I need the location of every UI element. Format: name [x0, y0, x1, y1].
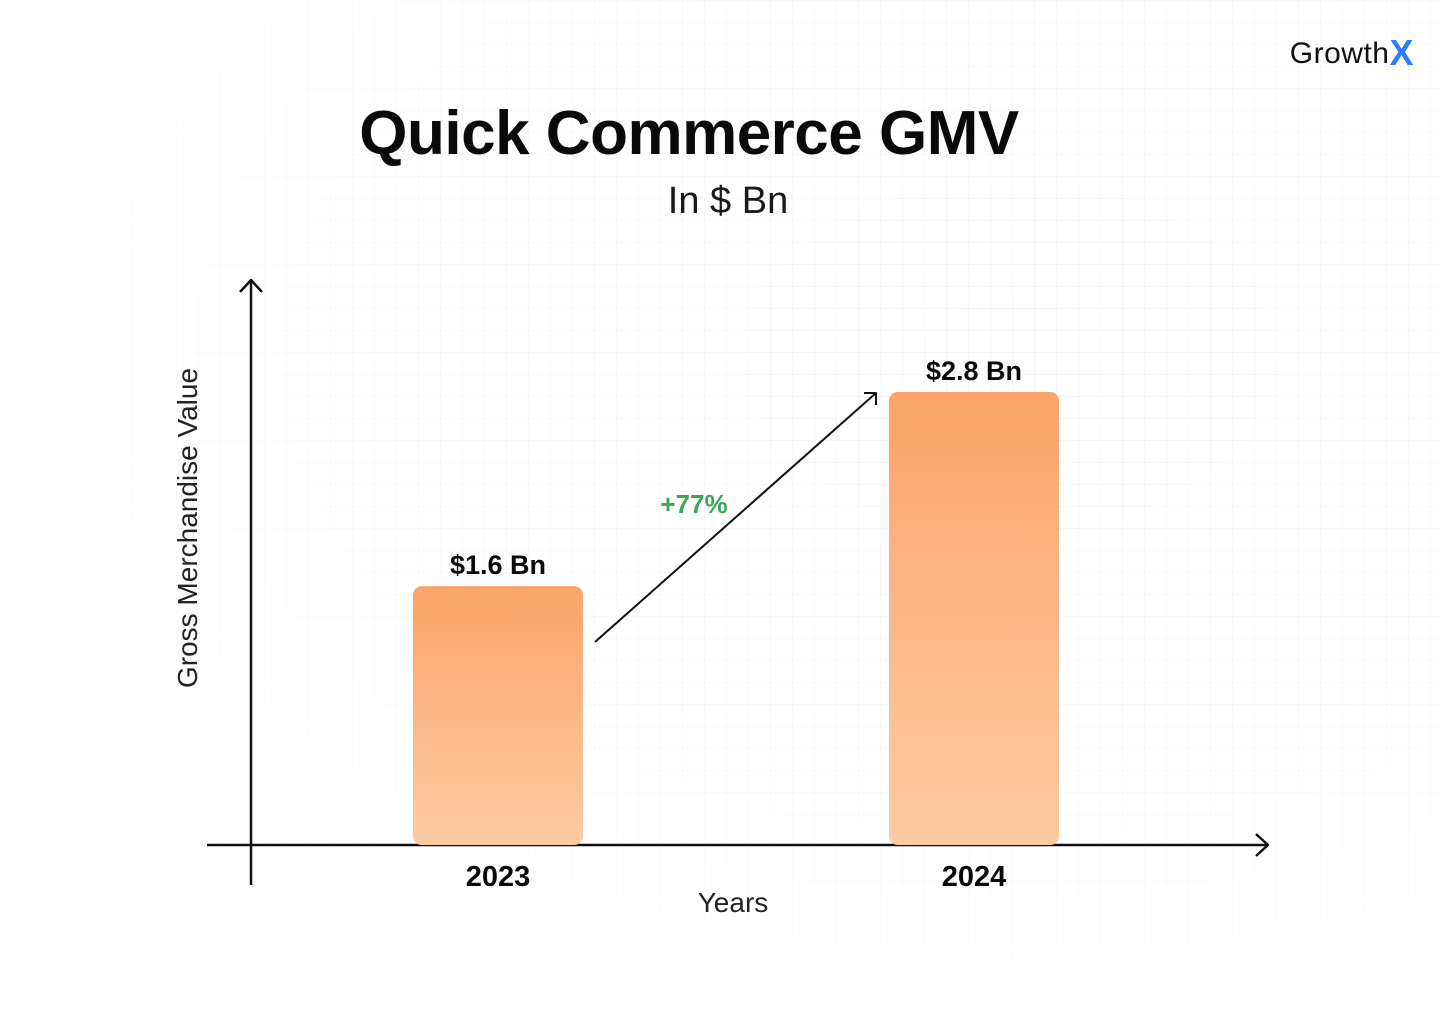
x-tick-label-2024: 2024: [942, 861, 1007, 893]
growthx-logo: GrowthX: [1289, 30, 1414, 73]
growth-arrow-line: [594, 392, 877, 643]
logo-wordmark: Growth: [1289, 37, 1390, 70]
y-axis-title: Gross Merchandise Value: [172, 368, 203, 688]
logo-x-mark: X: [1389, 32, 1414, 73]
x-tick-label-2023: 2023: [466, 861, 531, 893]
x-axis-title: Years: [698, 887, 769, 918]
growth-percent-label: +77%: [660, 489, 727, 519]
bar-value-label-2023: $1.6 Bn: [450, 550, 546, 580]
bar-2024: [889, 392, 1059, 845]
chart-subtitle: In $ Bn: [667, 180, 789, 222]
bar-2023: [413, 586, 583, 845]
chart-title: Quick Commerce GMV: [359, 99, 1019, 168]
bar-value-label-2024: $2.8 Bn: [926, 356, 1022, 386]
x-axis-arrowhead: [1255, 833, 1270, 857]
growth-arrowhead: [864, 392, 877, 405]
y-axis-arrowhead: [239, 278, 263, 293]
